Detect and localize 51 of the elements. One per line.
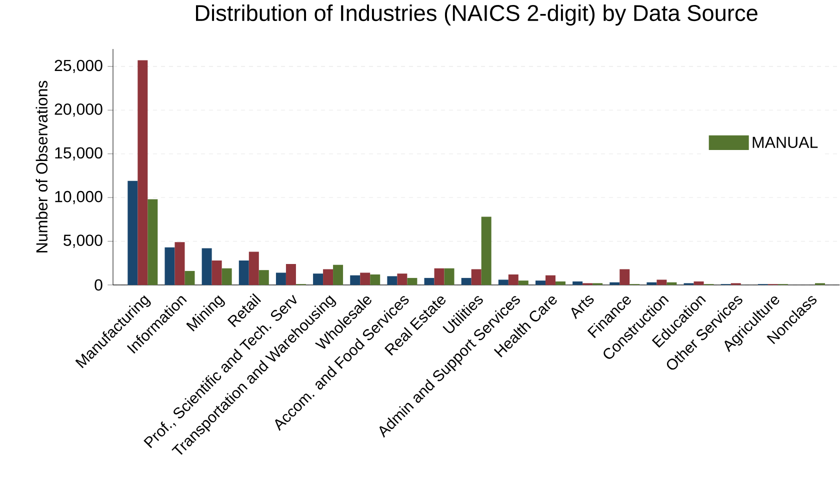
bar — [313, 274, 324, 285]
bar — [248, 252, 259, 285]
y-tick-label: 10,000 — [55, 190, 102, 204]
bar — [646, 282, 657, 285]
bar — [174, 242, 185, 285]
bar — [434, 268, 444, 285]
bar — [572, 281, 583, 285]
bar — [444, 268, 454, 285]
bar — [508, 274, 518, 285]
bar — [370, 274, 380, 285]
bar — [212, 260, 222, 285]
bar — [286, 264, 296, 285]
bar — [238, 260, 249, 285]
bar — [407, 278, 418, 285]
bar — [535, 280, 546, 285]
bar — [555, 281, 566, 285]
bar — [184, 270, 195, 285]
bar — [387, 276, 398, 285]
bar — [202, 248, 212, 285]
chart-title: Distribution of Industries (NAICS 2-digit) by Data Source — [196, 4, 758, 26]
legend-label: MANUAL — [752, 136, 818, 148]
bar — [471, 269, 482, 285]
bar — [350, 275, 360, 285]
bar — [258, 270, 269, 285]
y-tick-label: 0 — [94, 279, 102, 291]
y-tick-label: 20,000 — [54, 104, 102, 117]
bar — [498, 280, 508, 285]
bar — [481, 216, 492, 285]
y-tick-label: 15,000 — [55, 147, 102, 160]
bar — [138, 60, 148, 285]
bar — [620, 269, 630, 285]
bar — [424, 278, 434, 285]
bar — [360, 272, 370, 285]
bar — [128, 180, 138, 285]
bar — [656, 280, 667, 285]
bar — [148, 199, 158, 285]
bar — [545, 275, 556, 285]
bar — [397, 274, 408, 285]
y-axis-title: Number of Observations — [36, 80, 48, 252]
bar — [276, 272, 286, 285]
bar — [610, 282, 620, 285]
bar — [518, 280, 528, 285]
y-tick-label: 5,000 — [64, 234, 102, 248]
bar — [694, 281, 704, 285]
bar — [222, 268, 232, 285]
bar — [323, 269, 334, 285]
bar — [461, 278, 472, 285]
bar — [333, 264, 344, 285]
bar — [666, 282, 677, 285]
bar — [164, 247, 175, 285]
y-tick-label: 25,000 — [54, 60, 102, 74]
